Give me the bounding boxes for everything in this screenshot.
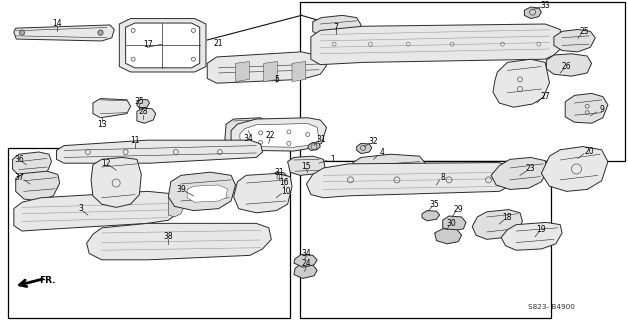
Text: 34: 34	[243, 134, 253, 143]
Polygon shape	[236, 61, 249, 82]
Polygon shape	[493, 59, 550, 107]
Text: 3: 3	[78, 204, 83, 213]
Polygon shape	[353, 154, 426, 183]
Text: 31: 31	[274, 168, 284, 177]
Polygon shape	[231, 118, 327, 151]
Text: 4: 4	[379, 148, 384, 157]
Polygon shape	[264, 61, 278, 82]
Text: 19: 19	[536, 225, 546, 234]
Polygon shape	[240, 124, 319, 147]
Text: 18: 18	[502, 213, 512, 222]
Polygon shape	[187, 185, 227, 202]
Text: 16: 16	[279, 178, 289, 187]
Text: 23: 23	[526, 164, 536, 173]
Polygon shape	[524, 7, 541, 19]
Polygon shape	[126, 23, 200, 68]
Polygon shape	[313, 15, 361, 38]
Text: 34: 34	[301, 249, 311, 258]
Polygon shape	[271, 172, 288, 182]
Polygon shape	[207, 52, 327, 83]
Polygon shape	[13, 152, 51, 177]
Text: 24: 24	[301, 260, 311, 268]
Polygon shape	[292, 61, 306, 82]
Polygon shape	[91, 157, 141, 207]
Polygon shape	[435, 229, 462, 244]
Polygon shape	[306, 163, 518, 198]
Polygon shape	[308, 142, 320, 150]
Text: 39: 39	[176, 185, 186, 194]
Text: 29: 29	[453, 205, 463, 214]
Polygon shape	[271, 182, 290, 194]
Text: 28: 28	[138, 108, 148, 116]
Polygon shape	[357, 143, 372, 154]
Text: 12: 12	[100, 159, 111, 168]
Text: 26: 26	[561, 62, 571, 71]
Text: S823- B4900: S823- B4900	[528, 304, 575, 309]
Polygon shape	[472, 210, 522, 239]
Text: 17: 17	[143, 40, 153, 49]
Polygon shape	[16, 171, 60, 201]
Text: 11: 11	[130, 136, 140, 145]
Polygon shape	[554, 29, 595, 52]
Polygon shape	[443, 216, 466, 231]
Bar	[300, 2, 625, 161]
Text: 8: 8	[440, 173, 445, 182]
Text: FR.: FR.	[39, 276, 55, 285]
Text: 5: 5	[274, 75, 279, 84]
Polygon shape	[225, 118, 269, 145]
Polygon shape	[14, 191, 179, 231]
Polygon shape	[168, 172, 236, 211]
Text: 30: 30	[446, 219, 456, 228]
Text: 32: 32	[369, 137, 379, 146]
Polygon shape	[168, 195, 185, 217]
Text: 31: 31	[317, 135, 327, 144]
Text: 1: 1	[330, 155, 335, 164]
Text: 20: 20	[584, 147, 594, 156]
Polygon shape	[87, 223, 271, 260]
Polygon shape	[236, 126, 256, 139]
Text: 35: 35	[430, 200, 440, 209]
Polygon shape	[137, 108, 156, 123]
Polygon shape	[422, 211, 440, 221]
Text: 9: 9	[599, 105, 604, 114]
Text: 13: 13	[97, 120, 107, 129]
Polygon shape	[294, 254, 317, 267]
Text: 37: 37	[14, 173, 24, 182]
Text: 15: 15	[301, 162, 311, 171]
Text: 21: 21	[214, 39, 224, 48]
Text: 7: 7	[333, 23, 338, 32]
Bar	[8, 148, 290, 318]
Polygon shape	[565, 93, 608, 123]
Polygon shape	[546, 54, 592, 76]
Polygon shape	[93, 99, 131, 118]
Polygon shape	[288, 156, 325, 175]
Circle shape	[98, 30, 103, 35]
Text: 33: 33	[540, 1, 550, 10]
Text: 27: 27	[540, 92, 550, 101]
Text: 25: 25	[579, 28, 589, 36]
Polygon shape	[294, 264, 317, 278]
Polygon shape	[501, 222, 562, 250]
Text: 10: 10	[281, 187, 291, 196]
Polygon shape	[541, 147, 608, 191]
Text: 36: 36	[14, 155, 24, 164]
Polygon shape	[57, 140, 263, 163]
Bar	[300, 161, 551, 318]
Text: 22: 22	[265, 132, 275, 140]
Polygon shape	[137, 99, 149, 108]
Text: 14: 14	[51, 19, 62, 28]
Text: 35: 35	[134, 97, 144, 106]
Polygon shape	[234, 173, 292, 213]
Text: 38: 38	[163, 232, 173, 241]
Polygon shape	[119, 19, 206, 72]
Circle shape	[19, 30, 24, 35]
Polygon shape	[311, 24, 562, 65]
Polygon shape	[491, 157, 548, 189]
Polygon shape	[14, 25, 114, 41]
